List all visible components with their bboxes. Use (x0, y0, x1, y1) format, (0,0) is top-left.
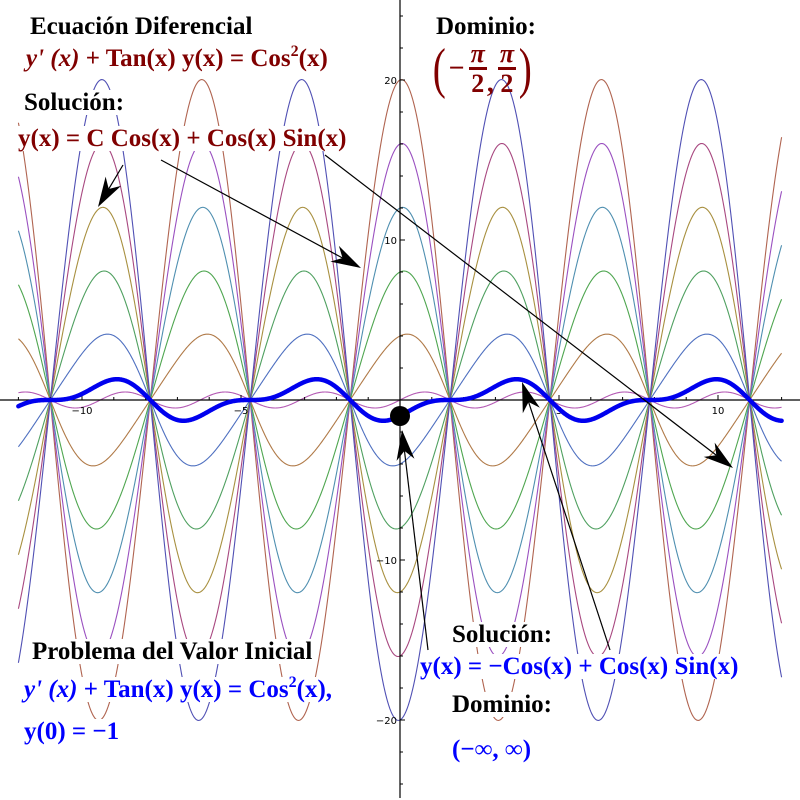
solution-label-top: Solución: (24, 89, 125, 116)
ode-top: y' (x) + Tan(x) y(x) = Cos2(x) (26, 43, 328, 72)
ode-top-rhs: Cos2(x) (250, 43, 328, 72)
domain-label-top: Dominio: (436, 13, 536, 40)
title-differential-equation: Ecuación Diferencial (30, 13, 253, 40)
ivp-ode-rhs-arg: (x), (296, 676, 333, 703)
ivp-ode: y' (x) + Tan(x) y(x) = Cos2(x), (24, 674, 333, 703)
ode-top-plus: + (85, 45, 100, 72)
ivp-ode-rhs-exp: 2 (288, 674, 297, 691)
ode-top-rhs-base: Cos (250, 45, 291, 72)
svg-text:−10: −10 (71, 406, 92, 417)
annotation-arrows (98, 154, 733, 651)
ivp-ode-plus: + (83, 676, 98, 703)
particular-solution: y(x) = −Cos(x) + Cos(x) Sin(x) (420, 653, 739, 680)
arrowhead-icon (396, 430, 415, 461)
svg-text:−10: −10 (376, 556, 397, 567)
svg-text:−20: −20 (376, 716, 397, 727)
ode-top-lhs-b: Tan(x) y(x) (105, 45, 224, 72)
ode-top-rhs-arg: (x) (298, 45, 328, 72)
domain-top-close-paren: ) (518, 37, 532, 100)
svg-text:20: 20 (384, 76, 397, 87)
arrowhead-icon (98, 176, 122, 207)
svg-text:10: 10 (384, 236, 397, 247)
initial-condition-point (390, 406, 410, 426)
ode-top-rhs-exp: 2 (290, 43, 299, 60)
domain-label-bottom: Dominio: (452, 691, 552, 718)
ode-top-lhs-a: y' (x) (26, 45, 80, 72)
domain-top-comma: , (486, 67, 494, 99)
ivp-ode-lhs-a: y' (x) (24, 676, 78, 703)
ivp-condition: y(0) = −1 (24, 718, 120, 745)
arrowhead-icon (703, 442, 733, 468)
ivp-ode-lhs-b: Tan(x) y(x) (103, 676, 222, 703)
arrowhead-icon (330, 245, 361, 268)
particular-solution-curve (16, 376, 784, 426)
domain-bottom: (−∞, ∞) (452, 736, 532, 763)
ivp-title: Problema del Valor Inicial (32, 638, 313, 665)
arrowhead-icon (522, 382, 540, 414)
svg-text:−5: −5 (234, 406, 249, 417)
solution-label-bottom: Solución: (452, 621, 553, 648)
domain-top-open-paren: ( (432, 37, 446, 100)
ivp-ode-rhs-base: Cos (248, 676, 289, 703)
ode-top-eq: = (229, 45, 245, 72)
domain-top-minus: − (448, 52, 465, 84)
ivp-ode-eq: = (227, 676, 243, 703)
ivp-ode-rhs: Cos2(x), (248, 674, 333, 703)
general-solution: y(x) = C Cos(x) + Cos(x) Sin(x) (18, 125, 347, 152)
svg-text:10: 10 (712, 406, 725, 417)
